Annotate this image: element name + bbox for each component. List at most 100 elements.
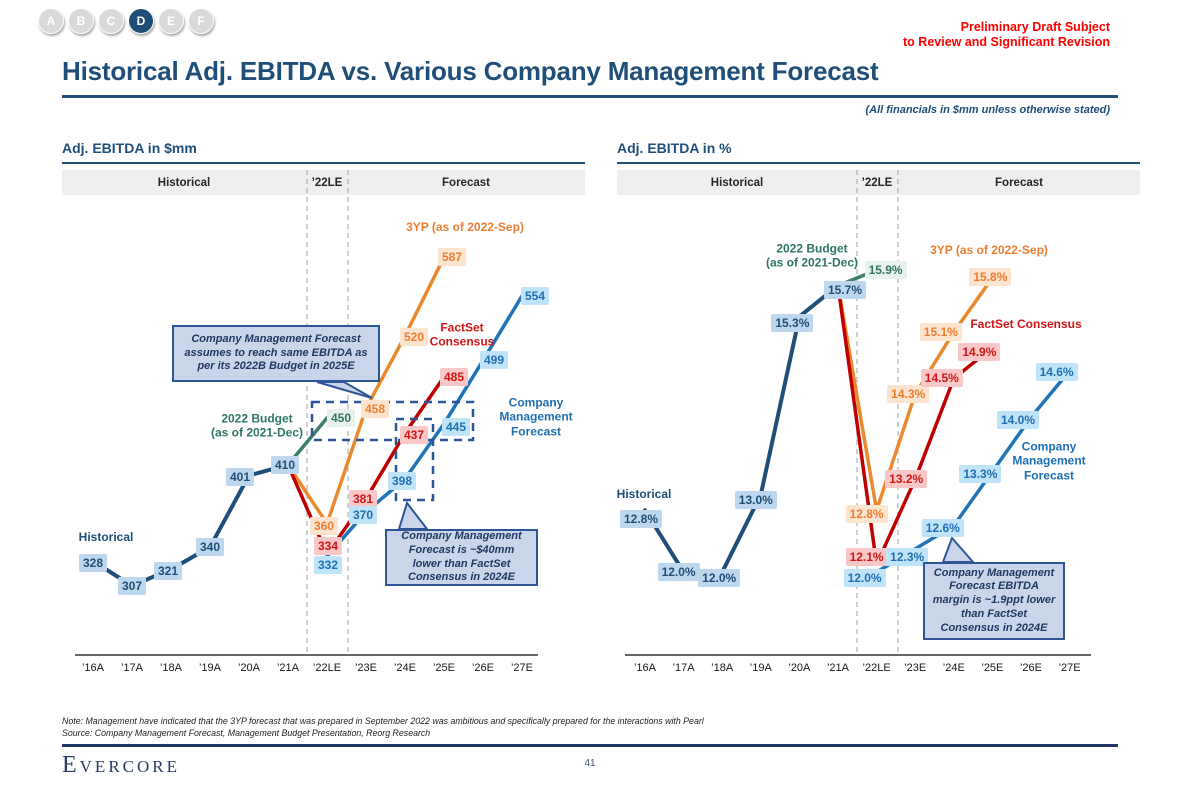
- value-label: 340: [195, 538, 225, 557]
- section-circle-b[interactable]: B: [68, 8, 94, 34]
- x-axis-label: ’20A: [237, 662, 261, 674]
- series-annotation-company-management-forecast: Company Management Forecast: [499, 395, 573, 439]
- section-circle-e[interactable]: E: [158, 8, 184, 34]
- page-number: 41: [584, 758, 596, 769]
- page-title: Historical Adj. EBITDA vs. Various Compa…: [62, 56, 879, 86]
- callout-pointer: [941, 536, 976, 563]
- period-band-label: Historical: [157, 176, 211, 189]
- section-circle-c[interactable]: C: [98, 8, 124, 34]
- value-label: 15.8%: [969, 267, 1012, 286]
- value-label: 13.2%: [885, 470, 928, 489]
- series-annotation-3yp-as-of-2022-sep-: 3YP (as of 2022-Sep): [930, 242, 1048, 257]
- highlight-dashed-box: [394, 417, 435, 502]
- draft-disclaimer-line1: Preliminary Draft Subject: [960, 20, 1110, 34]
- x-axis-label: ’18A: [159, 662, 183, 674]
- value-label: 14.9%: [958, 342, 1001, 361]
- section-circle-f[interactable]: F: [188, 8, 214, 34]
- x-axis-label: ’17A: [672, 662, 695, 674]
- x-axis-label: ’24E: [942, 662, 965, 674]
- value-label: 15.7%: [823, 280, 867, 299]
- value-label: 12.0%: [698, 569, 741, 588]
- x-axis-label: ’27E: [510, 662, 534, 674]
- value-label: 15.1%: [919, 323, 962, 342]
- value-label: 321: [153, 562, 183, 581]
- value-label: 520: [399, 327, 429, 346]
- callout-box: Company Management Forecast assumes to r…: [172, 325, 380, 382]
- value-label: 370: [348, 505, 378, 524]
- x-axis-label: ’25E: [432, 662, 456, 674]
- series-annotation-historical: Historical: [78, 529, 134, 544]
- series-annotation-2022-budget-as-of-2021-dec-: 2022 Budget (as of 2021-Dec): [210, 411, 304, 440]
- value-label: 15.9%: [864, 261, 907, 280]
- footnote-note: Note: Management have indicated that the…: [62, 716, 704, 726]
- evercore-logo: Evercore: [62, 752, 180, 778]
- series-annotation-3yp-as-of-2022-sep-: 3YP (as of 2022-Sep): [406, 219, 524, 234]
- x-axis-label: ’21A: [826, 662, 850, 674]
- value-label: 14.6%: [1035, 362, 1078, 381]
- series-annotation-historical: Historical: [616, 486, 672, 501]
- value-label: 450: [326, 408, 356, 427]
- x-axis-label: ’25E: [981, 662, 1004, 674]
- x-axis-label: ’26E: [471, 662, 495, 674]
- series-annotation-company-management-forecast: Company Management Forecast: [1012, 439, 1086, 483]
- x-axis-label: ’22LE: [312, 662, 342, 674]
- x-axis-label: ’24E: [393, 662, 417, 674]
- series-annotation-factset-consensus: FactSet Consensus: [970, 316, 1082, 331]
- value-label: 14.0%: [996, 411, 1040, 430]
- value-label: 12.0%: [843, 569, 886, 588]
- chart-title: Adj. EBITDA in $mm: [62, 140, 197, 156]
- value-label: 360: [309, 516, 339, 535]
- title-rule: [62, 95, 1118, 98]
- chart-title-rule: [617, 162, 1140, 164]
- value-label: 437: [399, 426, 429, 445]
- period-band: [62, 170, 585, 195]
- series-annotation-factset-consensus: FactSet Consensus: [429, 320, 495, 349]
- period-band-label: Forecast: [995, 176, 1043, 189]
- x-axis-label: ’19A: [198, 662, 222, 674]
- draft-disclaimer-line2: to Review and Significant Revision: [903, 34, 1110, 49]
- value-label: 307: [117, 576, 147, 595]
- value-label: 334: [313, 537, 343, 556]
- x-axis-label: ’19A: [749, 662, 772, 674]
- value-label: 381: [348, 489, 378, 508]
- highlight-dashed-box: [310, 400, 475, 442]
- footnote: Note: Management have indicated that the…: [62, 716, 962, 740]
- callout-box: Company Management Forecast EBITDA margi…: [923, 562, 1065, 640]
- value-label: 401: [225, 468, 255, 487]
- value-label: 398: [387, 471, 417, 490]
- section-circle-d[interactable]: D: [128, 8, 154, 34]
- section-circle-a[interactable]: A: [38, 8, 64, 34]
- footer-rule: [62, 744, 1118, 747]
- callout-box: Company Management Forecast is ~$40mm lo…: [385, 529, 538, 586]
- x-axis-label: ’18A: [711, 662, 734, 674]
- value-label: 458: [360, 399, 390, 418]
- series-line-3yp-as-of-2022-sep-: [286, 255, 446, 526]
- chart-title: Adj. EBITDA in %: [617, 140, 732, 156]
- value-label: 13.3%: [959, 465, 1002, 484]
- x-axis-label: ’21A: [276, 662, 300, 674]
- value-label: 12.6%: [921, 518, 964, 537]
- value-label: 12.8%: [619, 510, 663, 529]
- value-label: 12.0%: [657, 563, 700, 582]
- period-band-label: ’22LE: [861, 176, 893, 189]
- period-band: [617, 170, 1140, 195]
- x-axis-label: ’27E: [1058, 662, 1081, 674]
- period-band-label: Historical: [710, 176, 764, 189]
- period-band-label: Forecast: [442, 176, 490, 189]
- value-label: 445: [441, 417, 471, 436]
- series-annotation-2022-budget-as-of-2021-dec-: 2022 Budget (as of 2021-Dec): [765, 241, 859, 270]
- x-axis-label: ’23E: [354, 662, 378, 674]
- financials-note: (All financials in $mm unless otherwise …: [865, 104, 1110, 116]
- value-label: 14.3%: [887, 385, 930, 404]
- value-label: 499: [479, 351, 509, 370]
- x-axis-label: ’16A: [81, 662, 105, 674]
- value-label: 410: [270, 455, 300, 474]
- chart-ebitda-mm: Adj. EBITDA in $mm Historical ’22LE Forecas…: [62, 140, 585, 700]
- callout-pointer: [397, 500, 430, 530]
- series-line-historical: [91, 462, 290, 588]
- chart-title-rule: [62, 162, 585, 164]
- value-label: 15.3%: [771, 313, 814, 332]
- period-band-label: ’22LE: [311, 176, 343, 189]
